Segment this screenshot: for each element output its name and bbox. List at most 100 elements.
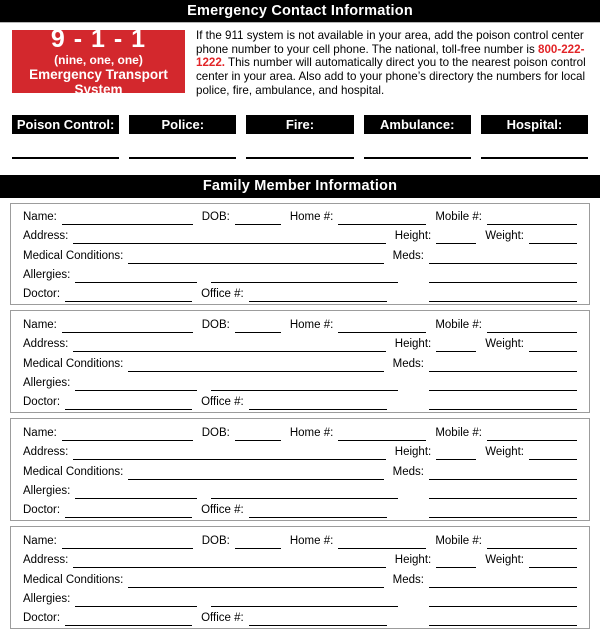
member-row-address: Address: Height: Weight:: [23, 333, 577, 353]
dob-field-line[interactable]: [234, 429, 281, 441]
meds-label: Meds:: [392, 249, 424, 262]
allergies-field-line[interactable]: [75, 271, 198, 284]
medical-conditions-field-line[interactable]: [128, 252, 384, 264]
mobile-number-label: Mobile #:: [435, 534, 482, 547]
emergency-section-header: Emergency Contact Information: [0, 0, 600, 23]
address-field-line[interactable]: [73, 448, 386, 461]
mobile-number-field-line[interactable]: [487, 321, 577, 333]
name-field-line[interactable]: [61, 537, 193, 549]
meds-extra-field-line-2[interactable]: [429, 290, 577, 303]
dob-field-line[interactable]: [234, 213, 281, 225]
doctor-field-line[interactable]: [65, 614, 193, 627]
emergency-contacts-row: Poison Control: Police: Fire: Ambulance:…: [12, 114, 589, 159]
meds-extra-field-line-1[interactable]: [429, 271, 577, 284]
home-number-field-line[interactable]: [338, 537, 427, 549]
allergies-extra-field-line[interactable]: [211, 379, 399, 392]
contact-column: Hospital:: [480, 114, 589, 159]
allergies-extra-field-line[interactable]: [211, 595, 399, 607]
name-field-line[interactable]: [61, 213, 193, 225]
member-row-medical: Medical Conditions: Meds:: [23, 352, 577, 372]
mobile-number-field-line[interactable]: [487, 537, 577, 549]
meds-field-line[interactable]: [429, 468, 577, 480]
contact-label-police: Police:: [129, 114, 237, 134]
member-row-doctor: Doctor: Office #:: [23, 283, 577, 303]
height-label: Height:: [394, 230, 432, 243]
doctor-field-line[interactable]: [65, 398, 193, 411]
dob-field-line[interactable]: [234, 321, 281, 333]
weight-field-line[interactable]: [529, 232, 577, 245]
dob-field-line[interactable]: [234, 537, 281, 549]
poison-control-phone-number: 800-222-1222.: [196, 42, 585, 70]
mobile-number-label: Mobile #:: [435, 318, 482, 331]
office-number-field-line[interactable]: [248, 290, 387, 303]
911-number-text: 9 - 1 - 1: [50, 24, 147, 53]
home-number-field-line[interactable]: [338, 321, 427, 333]
medical-conditions-field-line[interactable]: [128, 576, 384, 588]
name-field-line[interactable]: [61, 321, 193, 333]
office-number-field-line[interactable]: [248, 398, 387, 411]
weight-field-line[interactable]: [529, 340, 577, 353]
height-field-line[interactable]: [436, 448, 477, 461]
name-field-line[interactable]: [61, 429, 193, 441]
home-number-label: Home #:: [289, 426, 334, 439]
height-field-line[interactable]: [436, 556, 477, 569]
meds-field-line[interactable]: [429, 252, 577, 264]
member-row-allergies: Allergies:: [23, 264, 577, 284]
contact-fill-line-police[interactable]: [129, 156, 237, 159]
contact-fill-line-fire[interactable]: [246, 156, 354, 159]
family-member-block-3: Name: DOB: Home #: Mobile #: Address: He…: [10, 418, 590, 522]
meds-field-line[interactable]: [429, 576, 577, 588]
meds-extra-field-line-2[interactable]: [429, 398, 577, 411]
dob-label: DOB:: [201, 534, 230, 547]
member-row-name: Name: DOB: Home #: Mobile #:: [23, 206, 577, 225]
home-number-field-line[interactable]: [338, 213, 427, 225]
meds-extra-field-line-1[interactable]: [429, 487, 577, 499]
contact-column: Ambulance:: [363, 114, 471, 159]
name-label: Name:: [23, 426, 57, 439]
meds-extra-field-line-1[interactable]: [429, 379, 577, 392]
meds-field-line[interactable]: [429, 360, 577, 372]
contact-fill-line-ambulance[interactable]: [363, 156, 471, 159]
meds-extra-field-line-2[interactable]: [429, 614, 577, 627]
medical-conditions-field-line[interactable]: [128, 468, 384, 480]
weight-field-line[interactable]: [529, 556, 577, 569]
office-number-field-line[interactable]: [248, 506, 387, 519]
mobile-number-field-line[interactable]: [487, 429, 577, 441]
meds-extra-field-line-2[interactable]: [429, 506, 577, 519]
contact-fill-line-poison-control[interactable]: [12, 156, 120, 159]
address-field-line[interactable]: [73, 556, 386, 569]
address-field-line[interactable]: [73, 340, 386, 353]
contact-label-poison-control: Poison Control:: [12, 114, 120, 134]
medical-conditions-label: Medical Conditions:: [23, 357, 124, 370]
office-number-label: Office #:: [201, 396, 244, 409]
paragraph-text-after: This number will automatically direct yo…: [196, 56, 586, 97]
member-row-address: Address: Height: Weight:: [23, 441, 577, 461]
meds-extra-field-line-1[interactable]: [429, 595, 577, 607]
doctor-field-line[interactable]: [65, 290, 193, 303]
height-label: Height:: [394, 338, 432, 351]
address-field-line[interactable]: [73, 232, 386, 245]
home-number-label: Home #:: [289, 210, 334, 223]
height-field-line[interactable]: [436, 340, 477, 353]
office-number-field-line[interactable]: [248, 614, 387, 627]
family-member-block-4: Name: DOB: Home #: Mobile #: Address: He…: [10, 526, 590, 629]
medical-conditions-field-line[interactable]: [128, 360, 384, 372]
height-field-line[interactable]: [436, 232, 477, 245]
height-label: Height:: [394, 446, 432, 459]
allergies-field-line[interactable]: [75, 487, 198, 499]
weight-field-line[interactable]: [529, 448, 577, 461]
member-row-doctor: Doctor: Office #:: [23, 607, 577, 627]
dob-label: DOB:: [201, 426, 230, 439]
doctor-field-line[interactable]: [65, 506, 193, 519]
allergies-field-line[interactable]: [75, 379, 198, 392]
meds-label: Meds:: [392, 465, 424, 478]
mobile-number-field-line[interactable]: [487, 213, 577, 225]
allergies-extra-field-line[interactable]: [211, 271, 399, 284]
doctor-label: Doctor:: [23, 504, 61, 517]
allergies-field-line[interactable]: [75, 595, 198, 607]
allergies-extra-field-line[interactable]: [211, 487, 399, 499]
address-label: Address:: [23, 446, 69, 459]
contact-fill-line-hospital[interactable]: [480, 156, 589, 159]
weight-label: Weight:: [485, 230, 524, 243]
home-number-field-line[interactable]: [338, 429, 427, 441]
